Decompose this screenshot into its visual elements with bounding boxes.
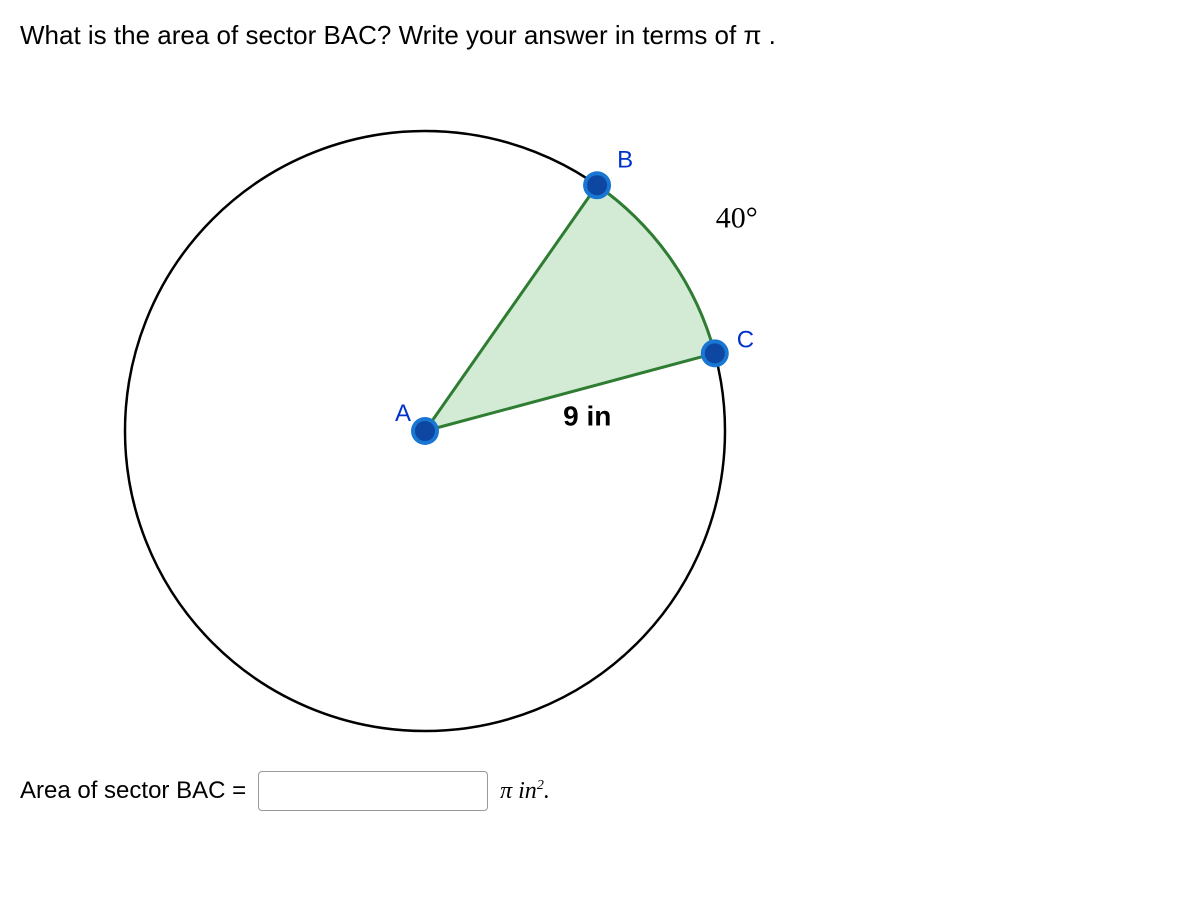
point-b-label: B	[617, 146, 633, 173]
point-a-label: A	[395, 400, 411, 427]
point-c-marker-inner	[705, 343, 725, 363]
answer-row: Area of sector BAC = π in2.	[20, 771, 1180, 811]
radius-label: 9 in	[563, 401, 611, 432]
answer-prefix: Area of sector BAC =	[20, 777, 246, 805]
unit-pi: π	[500, 778, 512, 804]
unit-base: in	[512, 778, 537, 804]
answer-input[interactable]	[258, 771, 488, 811]
point-a-marker-inner	[415, 421, 435, 441]
point-c-label: C	[737, 326, 754, 353]
point-b-marker-inner	[587, 175, 607, 195]
sector-diagram: 40° 9 in A B C	[100, 91, 800, 741]
diagram-svg: 40° 9 in A B C	[100, 91, 800, 741]
question-text: What is the area of sector BAC? Write yo…	[20, 20, 1180, 51]
unit-sup: 2	[537, 778, 544, 793]
arc-angle-label: 40°	[716, 201, 758, 234]
unit-suffix: .	[544, 778, 550, 804]
answer-unit: π in2.	[500, 778, 550, 805]
